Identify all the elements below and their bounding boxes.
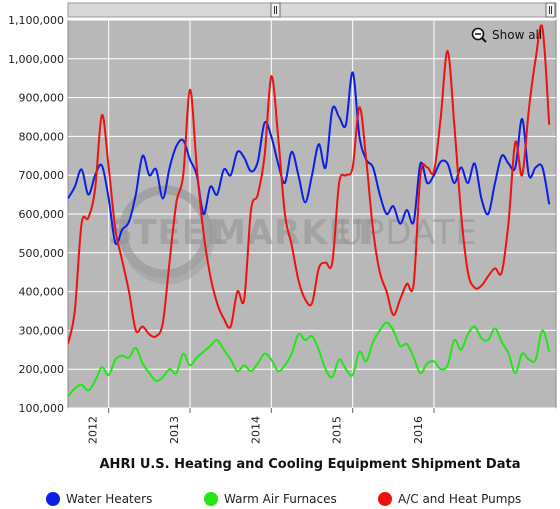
y-tick-label: 200,000 [19, 363, 65, 376]
legend-item-warm-air-furnaces[interactable]: Warm Air Furnaces [204, 492, 337, 506]
y-tick-label: 1,100,000 [8, 14, 64, 27]
y-tick-label: 400,000 [19, 286, 65, 299]
legend-label[interactable]: Water Heaters [66, 492, 152, 506]
series-lines [68, 24, 551, 398]
y-tick-label: 800,000 [19, 130, 65, 143]
navigator-track[interactable] [67, 2, 557, 18]
legend-marker[interactable] [204, 492, 218, 506]
series-line-warm-air-furnaces[interactable] [68, 321, 551, 398]
y-tick-label: 300,000 [19, 324, 65, 337]
navigator-left-handle[interactable] [270, 2, 281, 18]
show-all-button[interactable]: Show all [471, 27, 543, 43]
navigator-right-handle[interactable] [545, 2, 556, 18]
y-tick-label: 600,000 [19, 208, 65, 221]
series-line-water-heaters[interactable] [68, 71, 551, 246]
x-gridlines [108, 20, 435, 408]
x-tick-label: 2013 [168, 416, 181, 444]
x-tick-label: 2016 [412, 416, 425, 444]
legend-marker[interactable] [46, 492, 60, 506]
watermark-steel: STEEL [108, 213, 229, 253]
watermark-logo: STEEL MARKET UPDATE [108, 185, 478, 285]
series-line-a-c-and-heat-pumps[interactable] [68, 24, 551, 345]
legend-label[interactable]: A/C and Heat Pumps [398, 492, 521, 506]
legend-label[interactable]: Warm Air Furnaces [224, 492, 337, 506]
legend: Water Heaters Warm Air Furnaces A/C and He… [46, 492, 521, 506]
y-axis: 100,000 200,000 300,000 400,000 500,000 600,0… [8, 14, 64, 415]
y-tick-label: 100,000 [19, 402, 65, 415]
show-all-label[interactable]: Show all [492, 28, 542, 42]
y-tick-label: 700,000 [19, 169, 65, 182]
y-tick-label: 500,000 [19, 247, 65, 260]
y-tick-label: 900,000 [19, 92, 65, 105]
watermark-update: UPDATE [338, 213, 478, 253]
legend-item-water-heaters[interactable]: Water Heaters [46, 492, 152, 506]
x-tick-label: 2014 [249, 416, 262, 444]
legend-marker[interactable] [378, 492, 392, 506]
chart-title: AHRI U.S. Heating and Cooling Equipment … [100, 457, 521, 472]
watermark-market: MARKET [212, 213, 377, 253]
navigator-scrollbar[interactable] [67, 2, 557, 18]
legend-item-a-c-and-heat-pumps[interactable]: A/C and Heat Pumps [378, 492, 521, 506]
zoom-out-icon[interactable] [471, 27, 487, 43]
x-tick-label: 2015 [331, 416, 344, 444]
x-tick-label: 2012 [87, 416, 100, 444]
x-axis: 2012 2013 2014 2015 2016 [87, 408, 435, 444]
y-tick-label: 1,000,000 [8, 53, 64, 66]
y-gridlines [68, 19, 556, 409]
